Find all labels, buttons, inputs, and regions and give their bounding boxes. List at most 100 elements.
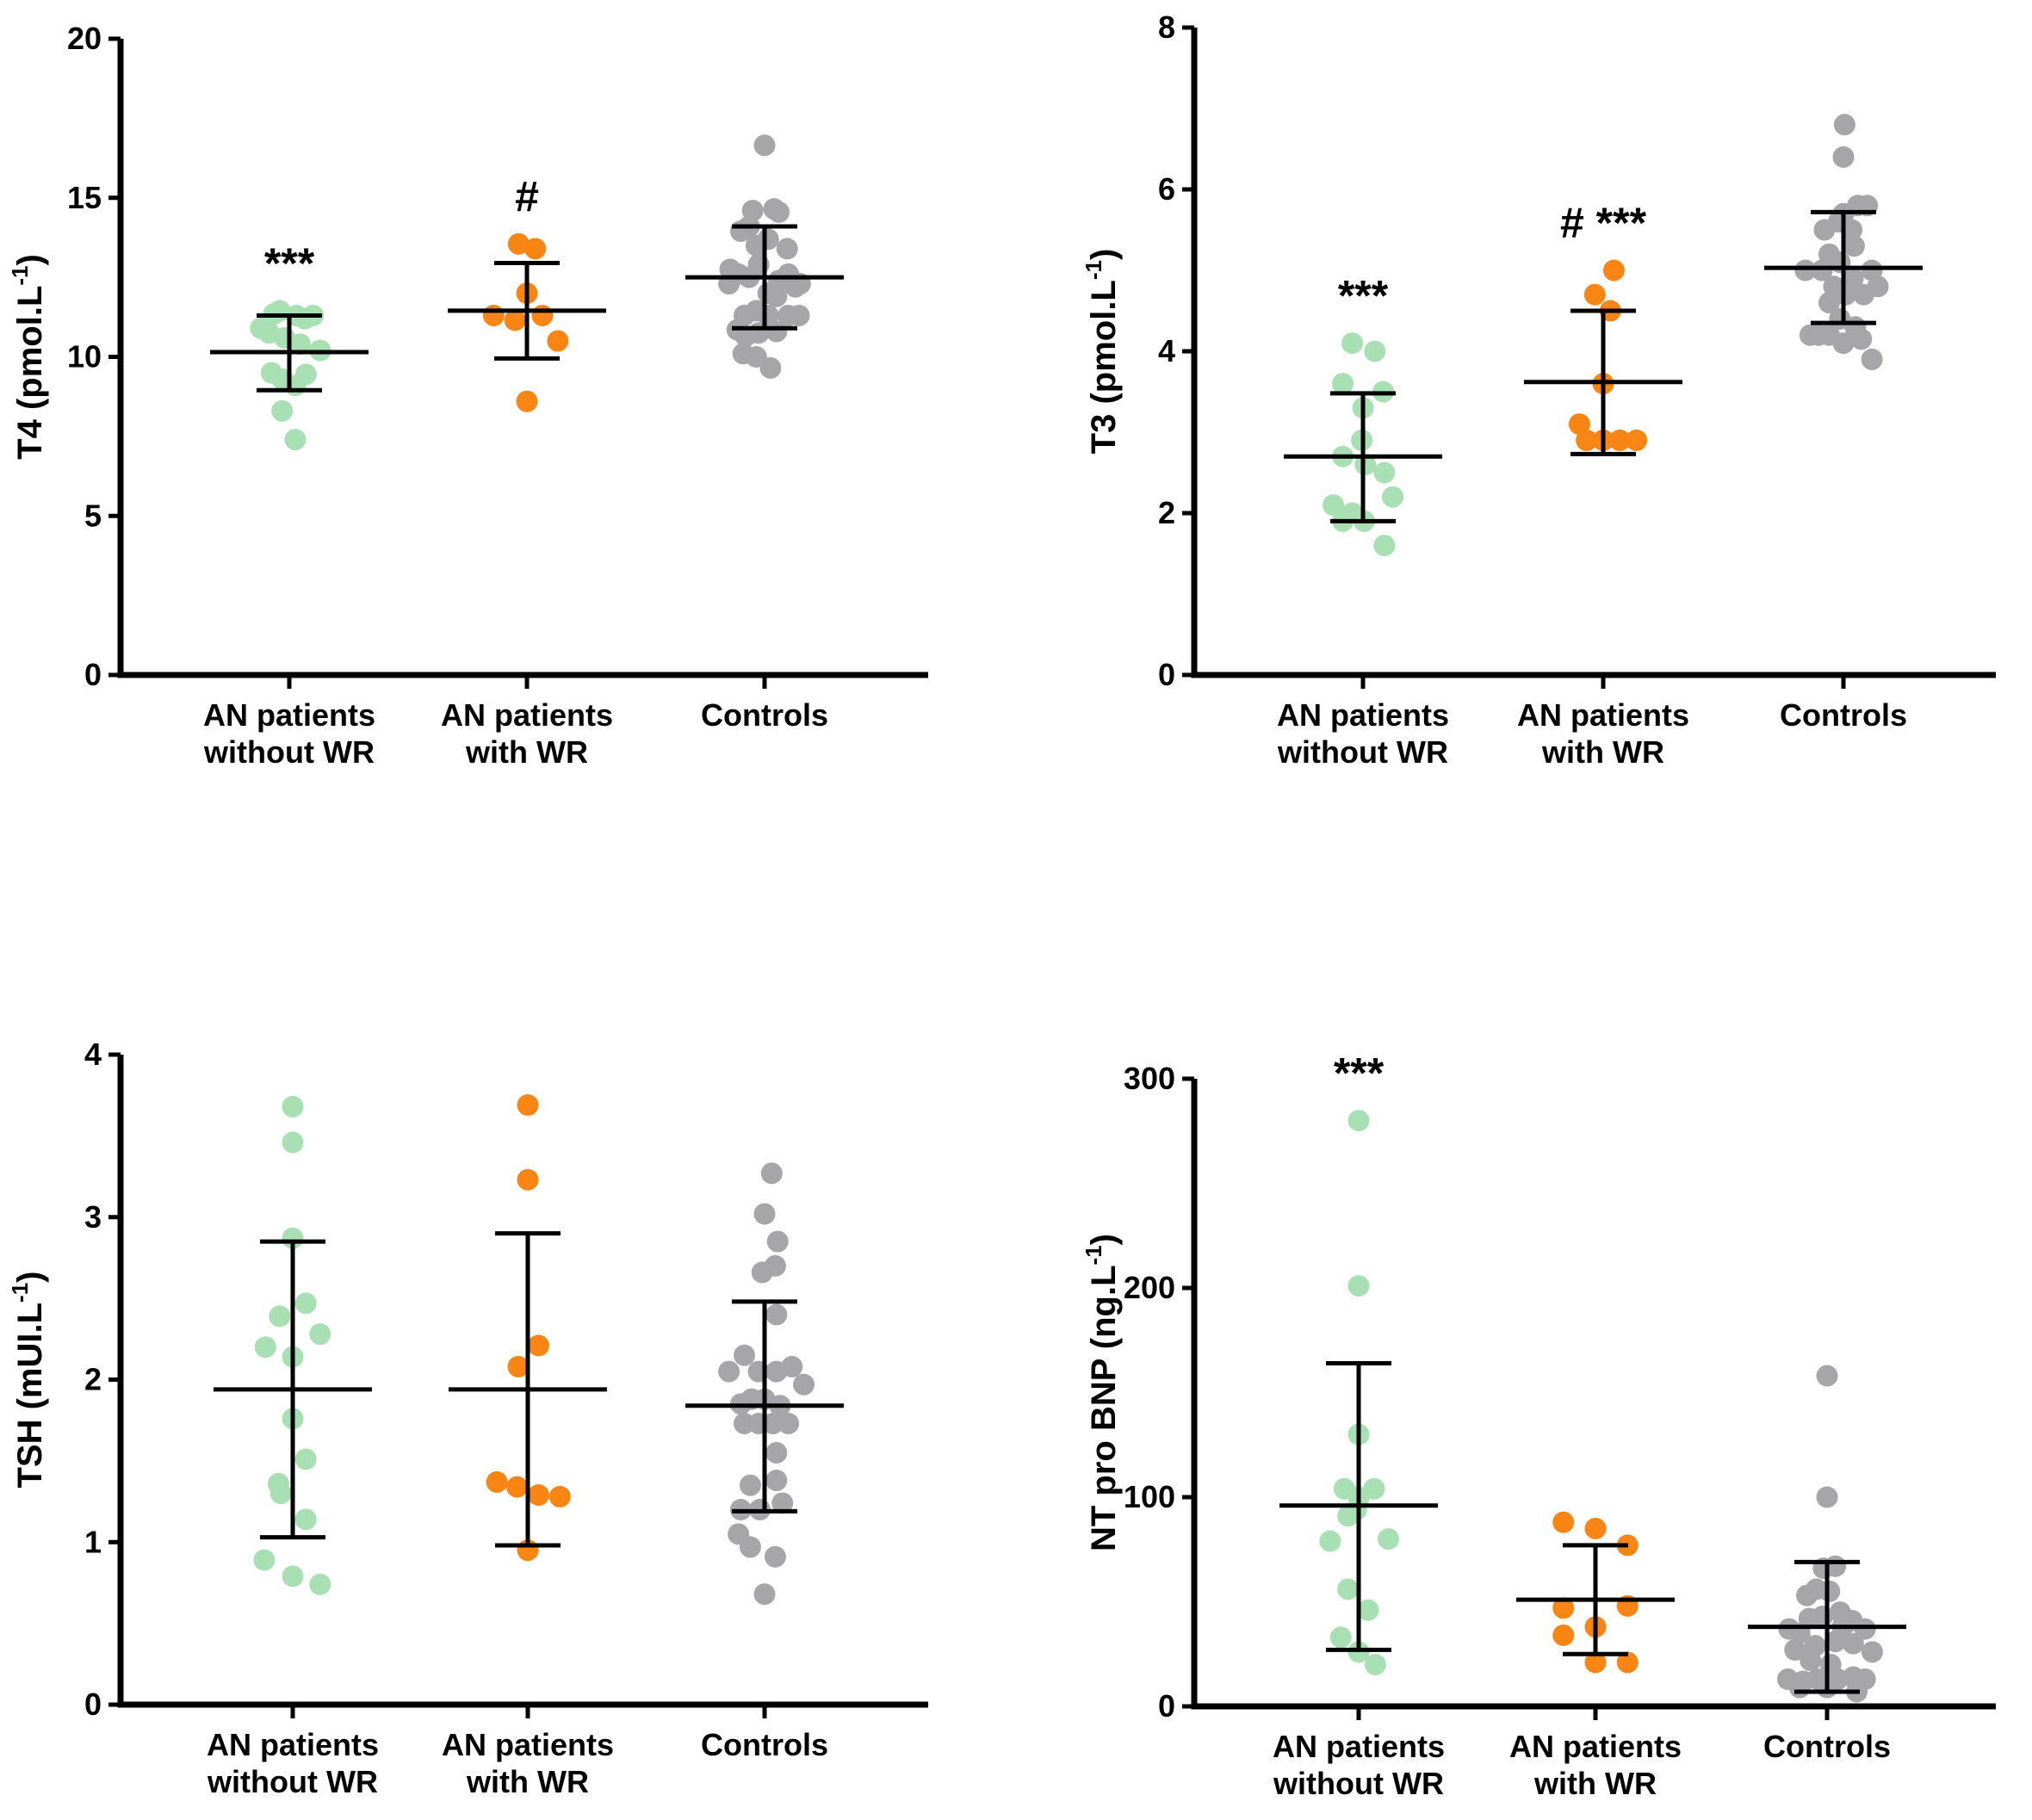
series-an_without_wr: *** <box>1279 1049 1438 1675</box>
data-point <box>776 238 798 260</box>
data-point <box>527 1484 549 1507</box>
series-an_without_wr <box>214 1095 372 1595</box>
data-point <box>1794 259 1817 282</box>
significance-annotation: # *** <box>1560 199 1647 247</box>
x-category-label-line: without WR <box>1273 1766 1444 1801</box>
data-point <box>739 1536 761 1558</box>
y-tick-label: 0 <box>1158 1688 1175 1724</box>
data-point <box>771 1492 794 1514</box>
data-point <box>1833 114 1855 136</box>
data-point <box>1341 332 1364 355</box>
y-tick-label: 0 <box>1158 657 1175 692</box>
x-category-label-line: without WR <box>1277 734 1448 770</box>
data-point <box>1816 1365 1838 1387</box>
data-point <box>764 1545 786 1568</box>
data-point <box>788 304 810 326</box>
data-point <box>1784 1638 1806 1661</box>
data-point <box>288 333 311 356</box>
data-point <box>1337 1505 1360 1527</box>
y-axis-title-text: NT pro BNP (ng.L <box>1085 1265 1123 1551</box>
data-point <box>524 238 547 260</box>
data-point <box>282 1131 304 1154</box>
y-tick-label: 300 <box>1124 1061 1175 1096</box>
data-point <box>507 232 530 255</box>
data-point <box>734 1344 756 1366</box>
x-category-label-line: with WR <box>465 734 588 770</box>
data-point <box>718 1360 740 1383</box>
data-point <box>1357 1599 1379 1621</box>
data-point <box>753 134 776 157</box>
x-category-label: Controls <box>1780 697 1907 733</box>
data-point <box>548 1485 571 1507</box>
data-point <box>282 1565 304 1588</box>
y-tick-label: 4 <box>84 1037 102 1072</box>
data-point <box>1364 1653 1386 1675</box>
x-category-label-line: Controls <box>1780 697 1907 733</box>
data-point <box>1382 486 1403 508</box>
significance-annotation: # <box>515 172 539 220</box>
data-point <box>781 1355 803 1377</box>
data-point <box>760 1162 783 1185</box>
data-point <box>759 356 782 379</box>
data-point <box>1811 1606 1833 1628</box>
y-tick-label: 4 <box>1158 333 1175 368</box>
data-point <box>294 1292 317 1315</box>
data-point <box>765 1470 788 1492</box>
data-point <box>1568 413 1590 436</box>
y-axis-title: TSH (mUI.L-1) <box>7 1272 49 1489</box>
y-axis-title-text: T4 (pmol.L <box>11 286 49 460</box>
data-point <box>765 285 788 307</box>
data-point <box>762 1412 784 1434</box>
significance-annotation: *** <box>1338 272 1389 320</box>
data-point <box>1800 1650 1822 1672</box>
data-point <box>482 304 505 326</box>
data-point <box>253 1549 276 1571</box>
data-point <box>284 429 307 451</box>
x-category-label-line: AN patients <box>207 1727 379 1762</box>
data-point <box>1616 1651 1639 1674</box>
y-tick-label: 0 <box>84 1687 102 1722</box>
data-point <box>269 1483 292 1505</box>
y-axis-title-superscript: -1 <box>7 265 33 285</box>
data-point <box>1552 1511 1575 1533</box>
series-an_without_wr: *** <box>210 239 369 451</box>
data-point <box>1576 429 1598 451</box>
data-point <box>1602 259 1625 282</box>
data-point <box>516 390 538 412</box>
data-point <box>765 320 788 343</box>
data-point <box>1329 1626 1352 1649</box>
x-category-label-line: with WR <box>466 1764 589 1799</box>
data-point <box>527 1334 549 1357</box>
data-point <box>1608 429 1631 451</box>
y-tick-label: 15 <box>67 180 102 215</box>
x-category-label: AN patients with WR <box>1517 697 1689 770</box>
y-axis-title-superscript: -1 <box>7 1283 33 1303</box>
data-point <box>1843 235 1865 257</box>
data-point <box>294 1508 317 1531</box>
x-category-label-line: Controls <box>1763 1729 1891 1764</box>
y-axis-title-suffix: ) <box>1085 249 1123 260</box>
data-point <box>547 330 569 352</box>
y-tick-label: 5 <box>84 498 102 533</box>
y-axis-title: T3 (pmol.L-1) <box>1081 249 1123 455</box>
data-point <box>1832 145 1855 168</box>
data-point <box>486 1470 508 1493</box>
data-point <box>1373 461 1396 484</box>
x-category-label: AN patients without WR <box>207 1727 379 1799</box>
x-category-label: AN patients without WR <box>1277 697 1449 770</box>
x-category-label: AN patients with WR <box>441 697 613 770</box>
x-category-label-line: AN patients <box>441 697 613 733</box>
data-point <box>1832 332 1855 355</box>
data-point <box>517 1168 539 1191</box>
y-axis-title-text: TSH (mUI.L <box>11 1303 49 1489</box>
data-point <box>1363 1477 1385 1500</box>
data-point <box>768 201 790 223</box>
x-category-label: Controls <box>1763 1729 1891 1764</box>
data-point <box>765 1303 788 1326</box>
y-axis-title: NT pro BNP (ng.L-1) <box>1081 1234 1123 1551</box>
data-point <box>1584 1517 1607 1539</box>
series-an_with_wr: # *** <box>1524 199 1682 456</box>
x-category-label: AN patients without WR <box>203 697 375 770</box>
data-point <box>753 1203 776 1225</box>
